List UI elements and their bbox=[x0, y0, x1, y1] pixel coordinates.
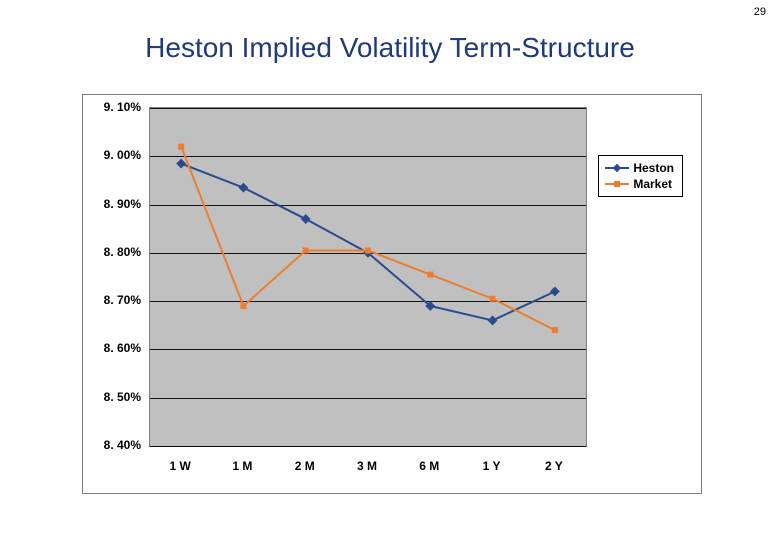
y-tick-label: 9. 00% bbox=[83, 148, 141, 162]
legend-item-heston: Heston bbox=[605, 160, 674, 176]
x-tick-label: 2 Y bbox=[545, 459, 563, 473]
legend-swatch-market bbox=[605, 178, 629, 190]
page-number: 29 bbox=[754, 6, 766, 18]
legend-label-heston: Heston bbox=[633, 161, 674, 175]
legend-swatch-heston bbox=[605, 162, 629, 174]
marker-heston bbox=[176, 159, 186, 169]
x-tick-label: 2 M bbox=[295, 459, 315, 473]
marker-market bbox=[240, 303, 246, 309]
x-tick-label: 1 M bbox=[232, 459, 252, 473]
marker-market bbox=[552, 327, 558, 333]
y-tick-label: 8. 70% bbox=[83, 293, 141, 307]
x-tick-label: 1 W bbox=[169, 459, 190, 473]
marker-heston bbox=[238, 183, 248, 193]
y-tick-label: 8. 60% bbox=[83, 341, 141, 355]
y-tick-label: 8. 90% bbox=[83, 197, 141, 211]
x-axis-labels: 1 W 1 M 2 M 3 M 6 M 1 Y 2 Y bbox=[149, 455, 587, 479]
page-title: Heston Implied Volatility Term-Structure bbox=[0, 32, 780, 64]
plot-area bbox=[149, 107, 587, 447]
x-tick-label: 1 Y bbox=[483, 459, 501, 473]
x-tick-label: 6 M bbox=[419, 459, 439, 473]
marker-market bbox=[365, 247, 371, 253]
y-tick-label: 9. 10% bbox=[83, 100, 141, 114]
marker-heston bbox=[550, 287, 560, 297]
marker-market bbox=[490, 296, 496, 302]
y-axis-labels: 8. 40%8. 50%8. 60%8. 70%8. 80%8. 90%9. 0… bbox=[83, 107, 143, 447]
y-tick-label: 8. 80% bbox=[83, 245, 141, 259]
slide-page: 29 Heston Implied Volatility Term-Struct… bbox=[0, 0, 780, 540]
y-tick-label: 8. 50% bbox=[83, 390, 141, 404]
legend-item-market: Market bbox=[605, 176, 674, 192]
legend-marker-heston bbox=[613, 164, 621, 172]
marker-market bbox=[178, 144, 184, 150]
marker-market bbox=[303, 247, 309, 253]
x-tick-label: 3 M bbox=[357, 459, 377, 473]
gridline bbox=[150, 446, 586, 447]
chart-frame: 8. 40% 8. 50% 8. 60% 8. 70% 8. 80% 8. 90% 9. 0… bbox=[82, 94, 702, 494]
legend-marker-market bbox=[614, 181, 620, 187]
series-line-heston bbox=[181, 164, 555, 321]
marker-heston bbox=[301, 214, 311, 224]
series-line-market bbox=[181, 147, 555, 330]
legend-label-market: Market bbox=[633, 177, 672, 191]
y-tick-label: 8. 40% bbox=[83, 438, 141, 452]
marker-market bbox=[427, 272, 433, 278]
legend: Heston Market bbox=[598, 155, 683, 197]
marker-heston bbox=[488, 316, 498, 326]
chart-svg bbox=[150, 108, 586, 446]
